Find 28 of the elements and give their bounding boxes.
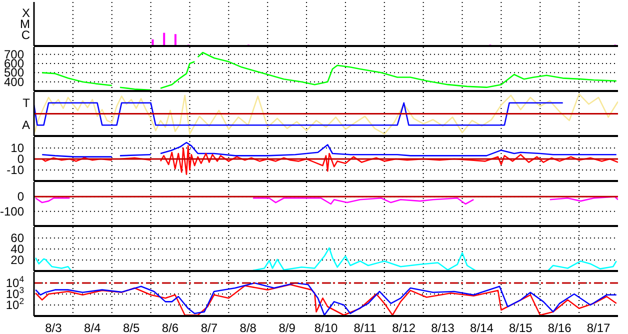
x-tick-label: 8/9 [278,321,296,334]
text: C [21,28,30,42]
y-tick-label: 0 [17,190,24,204]
x-tick-label: 8/3 [45,321,62,334]
text: T [22,96,31,110]
text: X [22,6,30,20]
x-tick-label: 8/5 [122,321,140,334]
text: M [20,17,30,31]
x-tick-label: 8/12 [392,321,416,334]
text: A [22,118,30,132]
x-tick-label: 8/15 [508,321,533,334]
x-tick-label: 8/16 [548,321,572,334]
y-tick-label: 0 [17,152,24,166]
y-tick-label: 60 [10,231,24,245]
x-tick-label: 8/6 [162,321,179,334]
y-tick-label: 20 [10,253,24,267]
y-tick-label: -100 [0,204,24,218]
x-tick-label: 8/8 [240,321,257,334]
x-tick-label: 8/10 [314,321,338,334]
y-tick-label: 10 [10,141,24,155]
x-tick-label: 8/13 [431,321,455,334]
y-tick-label: 40 [10,242,24,256]
x-tick-label: 8/4 [84,321,102,334]
x-tick-label: 8/14 [470,321,494,334]
x-tick-label: 8/11 [354,321,376,334]
y-tick-label: -10 [6,163,24,177]
x-tick-label: 8/7 [200,321,218,334]
x-tick-label: 8/17 [586,321,611,334]
